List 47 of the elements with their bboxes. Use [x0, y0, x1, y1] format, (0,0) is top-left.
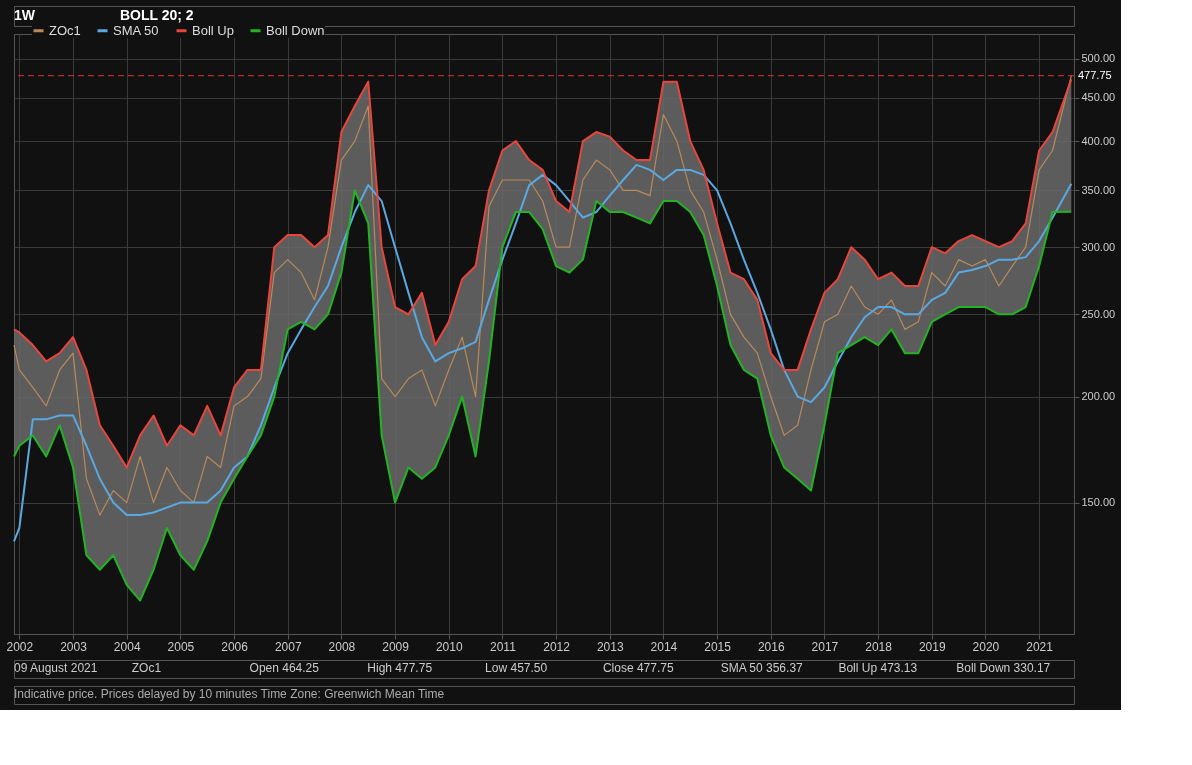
- x-tick-label: 2013: [596, 639, 624, 654]
- x-tick-label: 2005: [167, 639, 195, 654]
- text: Indicative price. Prices delayed by 10 minutes Time Zone: Greenwich Mean Time: [14, 687, 445, 701]
- y-tick-label: 150.00: [1081, 496, 1116, 509]
- text: ZOc1: [131, 661, 162, 675]
- y-tick-label: 450.00: [1081, 91, 1116, 104]
- y-tick-label: 250.00: [1081, 307, 1116, 320]
- x-tick-label: 2015: [704, 639, 732, 654]
- x-tick-label: 2021: [1026, 639, 1054, 654]
- chart-title: 1W: [14, 7, 36, 23]
- x-tick-label: 2002: [6, 639, 34, 654]
- x-tick-label: 2016: [757, 639, 785, 654]
- x-tick-label: 2020: [972, 639, 1000, 654]
- ref-line-label: 477.75: [1078, 68, 1112, 81]
- x-tick-label: 2012: [543, 639, 571, 654]
- x-tick-label: 2010: [435, 639, 463, 654]
- y-tick-label: 400.00: [1081, 134, 1116, 147]
- text: 09 August 2021: [14, 661, 98, 675]
- legend-label: Boll Down: [266, 22, 325, 38]
- x-tick-label: 2006: [221, 639, 249, 654]
- legend-label: ZOc1: [49, 22, 81, 38]
- x-tick-label: 2003: [60, 639, 88, 654]
- x-tick-label: 2007: [274, 639, 302, 654]
- text: Boll Up 473.13: [838, 661, 918, 675]
- x-tick-label: 2018: [865, 639, 893, 654]
- x-tick-label: 2009: [382, 639, 410, 654]
- x-tick-label: 2011: [490, 639, 517, 654]
- text: Open 464.25: [249, 661, 320, 675]
- text: Boll Down 330.17: [956, 661, 1051, 675]
- x-tick-label: 2017: [811, 639, 839, 654]
- y-tick-label: 200.00: [1081, 390, 1116, 403]
- legend-label: Boll Up: [192, 22, 234, 38]
- legend-label: SMA 50: [113, 22, 159, 38]
- x-tick-label: 2008: [328, 639, 356, 654]
- text: High 477.75: [367, 661, 433, 675]
- text: Low 457.50: [485, 661, 548, 675]
- text: SMA 50 356.37: [720, 661, 804, 675]
- x-tick-label: 2004: [113, 639, 141, 654]
- chart-subtitle: BOLL 20; 2: [120, 7, 194, 23]
- x-tick-label: 2014: [650, 639, 678, 654]
- y-tick-label: 300.00: [1081, 240, 1116, 253]
- x-tick-label: 2019: [918, 639, 946, 654]
- text: Close 477.75: [602, 661, 674, 675]
- line-series: [13, 163, 1073, 543]
- y-tick-label: 500.00: [1081, 52, 1116, 65]
- y-tick-label: 350.00: [1081, 183, 1116, 196]
- line-series: [13, 189, 1073, 602]
